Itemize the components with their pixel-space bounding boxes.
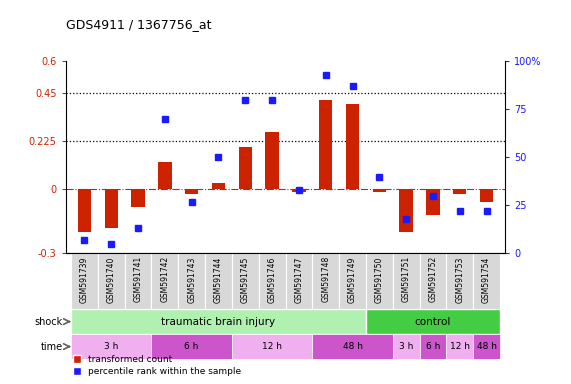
Text: GSM591747: GSM591747 bbox=[295, 256, 303, 303]
Text: GDS4911 / 1367756_at: GDS4911 / 1367756_at bbox=[66, 18, 211, 31]
Bar bbox=[185, 189, 198, 194]
Bar bbox=[232, 334, 312, 359]
Text: GSM591753: GSM591753 bbox=[455, 256, 464, 303]
Bar bbox=[98, 253, 124, 309]
Bar bbox=[453, 189, 467, 194]
Bar bbox=[71, 309, 366, 334]
Bar bbox=[312, 334, 393, 359]
Legend: transformed count, percentile rank within the sample: transformed count, percentile rank withi… bbox=[70, 352, 245, 379]
Bar bbox=[480, 189, 493, 202]
Text: 48 h: 48 h bbox=[477, 342, 497, 351]
Bar bbox=[78, 189, 91, 232]
Text: GSM591751: GSM591751 bbox=[401, 256, 411, 303]
Bar bbox=[71, 334, 151, 359]
Bar bbox=[366, 253, 393, 309]
Text: 6 h: 6 h bbox=[184, 342, 199, 351]
Bar bbox=[158, 162, 171, 189]
Text: 6 h: 6 h bbox=[426, 342, 440, 351]
Bar bbox=[212, 183, 225, 189]
Text: GSM591752: GSM591752 bbox=[428, 256, 437, 303]
Text: GSM591742: GSM591742 bbox=[160, 256, 170, 303]
Text: GSM591744: GSM591744 bbox=[214, 256, 223, 303]
Text: traumatic brain injury: traumatic brain injury bbox=[162, 316, 276, 327]
Bar bbox=[400, 189, 413, 232]
Bar bbox=[473, 253, 500, 309]
Bar bbox=[319, 100, 332, 189]
Bar bbox=[178, 253, 205, 309]
Bar bbox=[366, 309, 500, 334]
Bar bbox=[447, 253, 473, 309]
Text: GSM591750: GSM591750 bbox=[375, 256, 384, 303]
Text: GSM591741: GSM591741 bbox=[134, 256, 143, 303]
Bar bbox=[473, 334, 500, 359]
Bar bbox=[393, 253, 420, 309]
Bar bbox=[447, 334, 473, 359]
Bar bbox=[104, 189, 118, 228]
Text: GSM591754: GSM591754 bbox=[482, 256, 491, 303]
Bar bbox=[346, 104, 359, 189]
Text: shock: shock bbox=[35, 316, 63, 327]
Bar bbox=[286, 253, 312, 309]
Bar bbox=[131, 189, 145, 207]
Text: GSM591740: GSM591740 bbox=[107, 256, 116, 303]
Text: GSM591746: GSM591746 bbox=[268, 256, 276, 303]
Text: GSM591739: GSM591739 bbox=[80, 256, 89, 303]
Text: 3 h: 3 h bbox=[399, 342, 413, 351]
Text: control: control bbox=[415, 316, 451, 327]
Bar bbox=[420, 253, 447, 309]
Bar bbox=[420, 334, 447, 359]
Bar bbox=[339, 253, 366, 309]
Text: GSM591745: GSM591745 bbox=[241, 256, 250, 303]
Text: 12 h: 12 h bbox=[450, 342, 470, 351]
Bar bbox=[151, 253, 178, 309]
Bar bbox=[151, 334, 232, 359]
Bar bbox=[393, 334, 420, 359]
Bar bbox=[239, 147, 252, 189]
Bar bbox=[292, 189, 305, 192]
Text: 12 h: 12 h bbox=[262, 342, 282, 351]
Text: GSM591743: GSM591743 bbox=[187, 256, 196, 303]
Text: time: time bbox=[41, 341, 63, 352]
Text: 3 h: 3 h bbox=[104, 342, 118, 351]
Bar bbox=[426, 189, 440, 215]
Bar bbox=[205, 253, 232, 309]
Text: GSM591749: GSM591749 bbox=[348, 256, 357, 303]
Text: 48 h: 48 h bbox=[343, 342, 363, 351]
Bar bbox=[71, 253, 98, 309]
Bar bbox=[373, 189, 386, 192]
Bar bbox=[124, 253, 151, 309]
Bar bbox=[312, 253, 339, 309]
Bar bbox=[232, 253, 259, 309]
Bar bbox=[266, 132, 279, 189]
Text: GSM591748: GSM591748 bbox=[321, 256, 330, 303]
Bar bbox=[259, 253, 286, 309]
